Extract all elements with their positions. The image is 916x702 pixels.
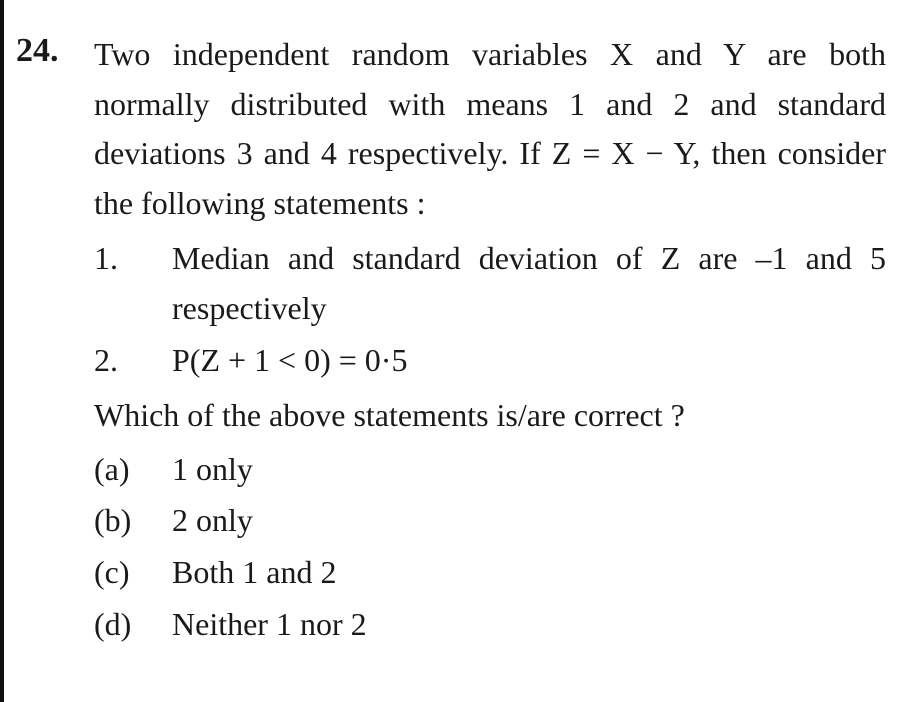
question-number: 24. bbox=[16, 30, 94, 70]
option-label: (d) bbox=[94, 600, 172, 650]
statement-text: Median and standard deviation of Z are –… bbox=[172, 234, 886, 333]
option-label: (a) bbox=[94, 445, 172, 495]
question-body: Two independent random variables X and Y… bbox=[94, 30, 886, 649]
statement-number: 1. bbox=[94, 234, 172, 284]
statement-text: P(Z + 1 < 0) = 0·5 bbox=[172, 336, 886, 386]
statements-block: 1. Median and standard deviation of Z ar… bbox=[94, 234, 886, 385]
option-text: 1 only bbox=[172, 445, 886, 495]
question-row: 24. Two independent random variables X a… bbox=[16, 30, 886, 649]
statement-2: 2. P(Z + 1 < 0) = 0·5 bbox=[94, 336, 886, 386]
option-d: (d) Neither 1 nor 2 bbox=[94, 600, 886, 650]
option-b: (b) 2 only bbox=[94, 496, 886, 546]
exam-page: 24. Two independent random variables X a… bbox=[0, 0, 916, 702]
statement-number: 2. bbox=[94, 336, 172, 386]
option-label: (c) bbox=[94, 548, 172, 598]
option-text: Neither 1 nor 2 bbox=[172, 600, 886, 650]
which-prompt: Which of the above statements is/are cor… bbox=[94, 391, 886, 441]
option-a: (a) 1 only bbox=[94, 445, 886, 495]
question-stem: Two independent random variables X and Y… bbox=[94, 30, 886, 228]
statement-1: 1. Median and standard deviation of Z ar… bbox=[94, 234, 886, 333]
options-block: (a) 1 only (b) 2 only (c) Both 1 and 2 (… bbox=[94, 445, 886, 649]
option-text: 2 only bbox=[172, 496, 886, 546]
option-c: (c) Both 1 and 2 bbox=[94, 548, 886, 598]
option-text: Both 1 and 2 bbox=[172, 548, 886, 598]
option-label: (b) bbox=[94, 496, 172, 546]
